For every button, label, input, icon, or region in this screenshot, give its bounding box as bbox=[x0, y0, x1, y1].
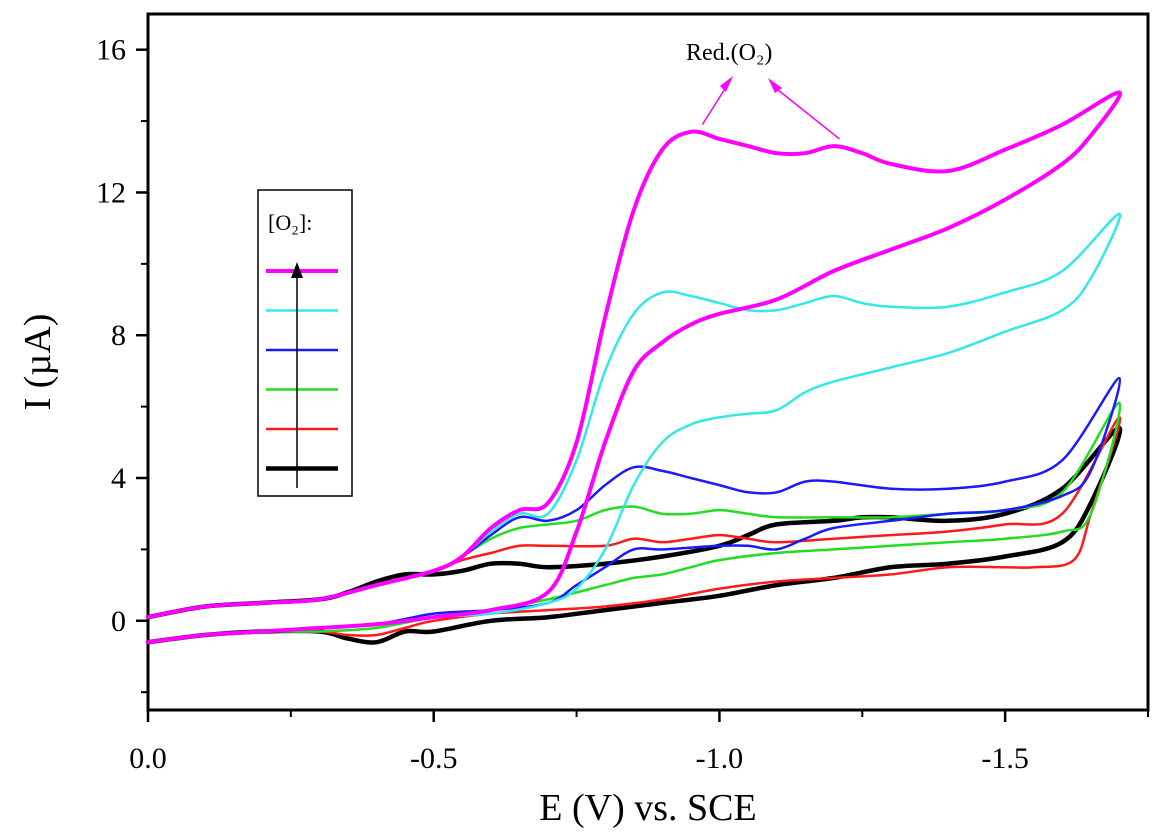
y-tick-label: 8 bbox=[111, 319, 126, 352]
legend-arrowhead bbox=[291, 262, 303, 278]
annotation: Red.(O₂) bbox=[686, 40, 840, 140]
plot-frame bbox=[146, 12, 1150, 712]
y-axis-title: I (µA) bbox=[17, 314, 59, 411]
x-axis-title: E (V) vs. SCE bbox=[539, 787, 756, 829]
annotation-arrow-left bbox=[701, 83, 729, 126]
annotation-arrow-right bbox=[772, 85, 840, 140]
series-group bbox=[145, 90, 1123, 645]
legend-title: [O₂]: bbox=[268, 210, 312, 235]
annotation-arrowhead-left bbox=[720, 76, 733, 92]
x-tick-label: 0.0 bbox=[129, 742, 167, 775]
y-tick-label: 16 bbox=[96, 34, 126, 67]
y-tick-label: 4 bbox=[111, 462, 126, 495]
x-tick-label: -1.0 bbox=[696, 742, 744, 775]
series-line-5 bbox=[145, 425, 1123, 645]
series-line-1 bbox=[146, 212, 1122, 644]
series-line-2 bbox=[146, 376, 1122, 644]
legend: [O₂]: bbox=[257, 189, 353, 497]
y-tick-label: 0 bbox=[111, 605, 126, 638]
y-tick-label: 12 bbox=[96, 176, 126, 209]
x-tick-label: -1.5 bbox=[981, 742, 1029, 775]
x-tick-label: -0.5 bbox=[410, 742, 458, 775]
annotation-label: Red.(O₂) bbox=[686, 40, 772, 66]
annotation-arrowhead-right bbox=[768, 78, 782, 93]
axis-ticks bbox=[136, 48, 1149, 722]
series-line-0 bbox=[146, 90, 1122, 645]
legend-box bbox=[257, 189, 353, 497]
axis-tick-labels: 0.0 -0.5 -1.0 -1.5 0 4 8 12 16 bbox=[96, 34, 1029, 775]
series-line-4 bbox=[146, 416, 1122, 644]
